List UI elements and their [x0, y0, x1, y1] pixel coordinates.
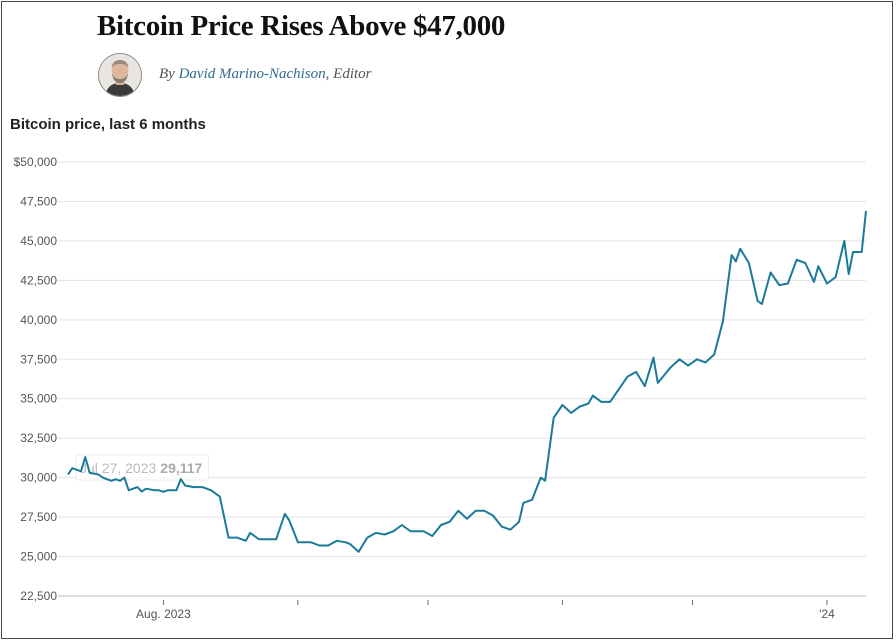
y-tick-label: 22,500	[20, 589, 57, 603]
y-tick-label: $50,000	[14, 155, 58, 169]
y-tick-label: 32,500	[20, 431, 57, 445]
tooltip-value: 29,117	[160, 460, 202, 476]
y-tick-label: 37,500	[20, 352, 57, 366]
y-tick-label: 25,000	[20, 550, 57, 564]
price-chart[interactable]: 22,500 25,000 27,500 30,000 32,500 35,000 37,5…	[0, 140, 890, 636]
byline-prefix: By	[159, 66, 179, 82]
author-portrait-icon	[99, 54, 141, 96]
author-link[interactable]: David Marino-Nachison	[178, 66, 326, 82]
y-tick-label: 42,500	[20, 273, 57, 287]
byline: By David Marino-Nachison, Editor	[159, 66, 372, 83]
tooltip-date: Jul 27, 2023	[80, 460, 156, 476]
chart-grid	[58, 161, 866, 558]
x-axis: Aug. 2023 '24	[58, 595, 866, 621]
author-avatar[interactable]	[98, 53, 142, 97]
y-tick-label: 45,000	[20, 234, 57, 248]
headline: Bitcoin Price Rises Above $47,000	[97, 10, 506, 42]
x-tick-label: '24	[819, 607, 835, 621]
x-tick-label: Aug. 2023	[136, 607, 191, 621]
y-tick-label: 47,500	[20, 194, 57, 208]
y-axis-labels: 22,500 25,000 27,500 30,000 32,500 35,000 37,5…	[14, 155, 58, 603]
hover-tooltip: Jul 27, 2023 29,117	[75, 454, 209, 481]
y-tick-label: 27,500	[20, 510, 57, 524]
author-role: , Editor	[325, 66, 372, 82]
y-tick-label: 30,000	[20, 471, 57, 485]
price-line[interactable]	[67, 210, 867, 553]
y-tick-label: 35,000	[20, 392, 57, 406]
y-tick-label: 40,000	[20, 313, 57, 327]
tooltip-box	[75, 454, 209, 481]
chart-title: Bitcoin price, last 6 months	[10, 116, 206, 133]
